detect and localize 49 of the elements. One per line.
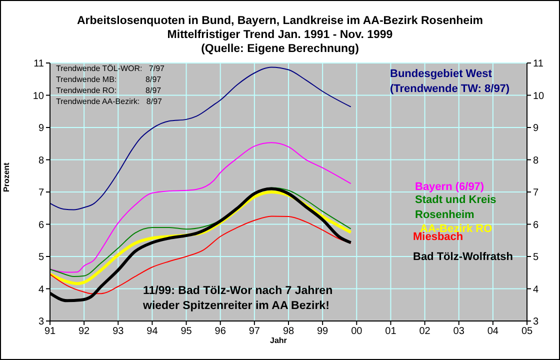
x-tick-label: 96 [214,326,226,338]
text: Miesbach [413,231,464,245]
y-tick-label: 6 [38,220,44,231]
x-tick-label: 00 [351,326,363,338]
y2-tick-label: 7 [533,188,539,199]
x-tick-label: 03 [453,326,465,338]
x-tick-label: 91 [44,326,56,338]
text: Bad Tölz-Wolfratsh [413,251,514,263]
y-tick-label: 4 [38,284,44,296]
y-tick-label: 8 [38,155,44,166]
x-tick-label: 97 [248,326,260,338]
x-tick-label: 05 [521,326,533,338]
line-series [50,142,352,273]
y-tick-label: 5 [38,252,44,264]
y2-tick-label: 8 [533,155,539,166]
y-axis-title: Prozent [2,162,11,192]
y2-tick-label: 5 [533,252,539,264]
text: Bayern (6/97) [415,181,484,193]
text: Stadt und Kreis Rosenheim [415,193,498,223]
x-tick-label: 99 [317,326,329,338]
y-tick-label: 10 [32,90,44,102]
x-tick-label: 93 [112,326,124,338]
y-tick-label: 9 [38,123,44,134]
y2-tick-label: 10 [533,90,545,102]
x-tick-label: 02 [419,326,431,338]
line-series [50,216,352,294]
x-axis-title: Jahr [270,336,287,345]
y-tick-label: 3 [38,316,44,328]
annotation: 11/99: Bad Tölz-Wor nach 7 Jahren wieder Spitzenreiter im AA Bezirk! [143,284,333,314]
text: Bundesgebiet West (Trendwende TW: 8/97) [390,68,510,95]
chart-subtitle: Mittelfristiger Trend Jan. 1991 - Nov. 1999 (Quelle: Eigene Berechnung) [166,28,394,56]
x-tick-label: 94 [146,326,158,338]
x-tick-label: 01 [385,326,397,338]
y-tick-label: 7 [38,188,44,199]
y2-tick-label: 4 [533,284,539,296]
chart-title: Arbeitslosenquoten in Bund, Bayern, Landkreise im AA-Bezirk Rosenheim [76,14,484,28]
annotation: Trendwende AA-Bezirk: 8/97 [56,96,163,107]
y2-tick-label: 11 [533,58,544,70]
y2-tick-label: 6 [533,220,539,231]
y2-tick-label: 3 [533,316,539,328]
x-tick-label: 95 [180,326,192,338]
y-tick-label: 11 [34,58,44,70]
x-tick-label: 98 [282,326,294,338]
y2-tick-label: 9 [533,123,539,134]
annotation: Trendwende TÖL-WOR: 7/97 [56,63,164,74]
annotation: Trendwende MB: 8/97 [56,74,162,85]
annotation: Trendwende RO: 8/97 [56,85,162,96]
x-tick-label: 92 [78,326,90,338]
x-tick-label: 04 [487,326,499,338]
